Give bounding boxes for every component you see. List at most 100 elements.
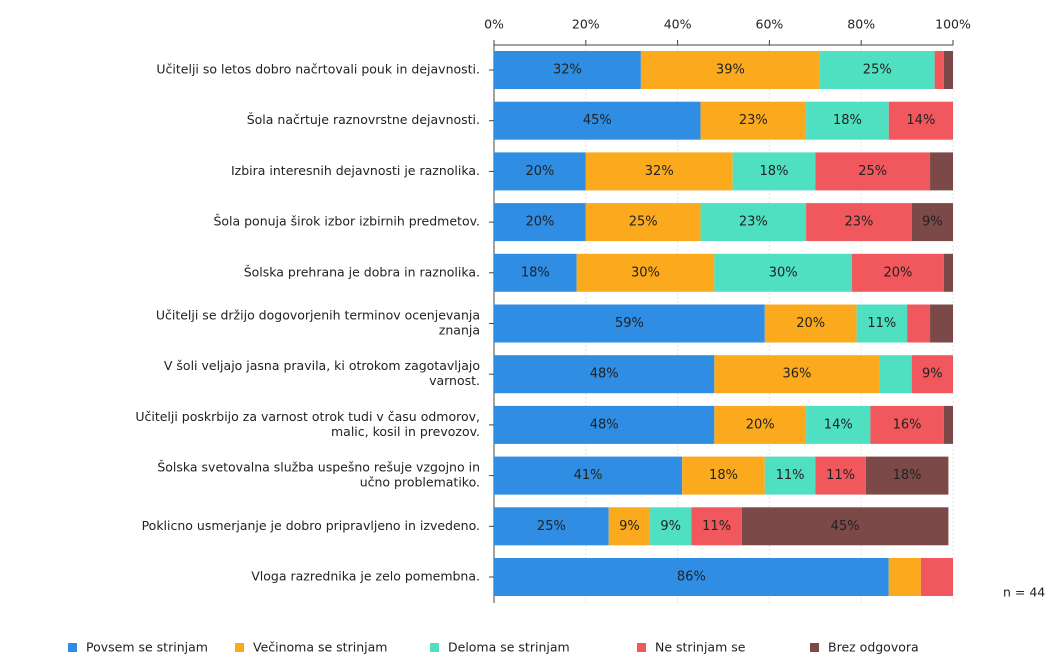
category-label: Izbira interesnih dejavnosti je raznolik… (231, 163, 480, 178)
data-label: 41% (574, 468, 603, 483)
x-tick-label: 60% (756, 17, 784, 32)
bar-segment (943, 51, 953, 89)
data-label: 39% (716, 63, 745, 78)
category-label: varnost. (429, 373, 480, 388)
category-label: Šolska prehrana je dobra in raznolika. (244, 264, 480, 279)
legend-swatch (68, 643, 77, 652)
bar-segment (494, 558, 889, 596)
data-label: 48% (590, 417, 619, 432)
bar-segment (494, 355, 715, 394)
bar-segment (907, 304, 931, 343)
data-label: 14% (906, 113, 935, 128)
data-label: 11% (867, 316, 896, 331)
legend-label: Povsem se strinjam (86, 640, 208, 655)
legend-label: Večinoma se strinjam (253, 640, 387, 655)
data-label: 18% (893, 468, 922, 483)
bar-segment (806, 405, 871, 444)
bar-segment (714, 405, 807, 444)
data-label: 23% (739, 215, 768, 230)
bar-segment (888, 558, 921, 596)
bar-segment (865, 456, 949, 495)
bar-segment (494, 203, 586, 242)
data-label: 23% (844, 215, 873, 230)
annotation: n = 44 (1003, 585, 1045, 600)
data-label: 20% (525, 164, 554, 179)
data-label: 9% (922, 215, 943, 230)
bar-segment (585, 152, 733, 191)
category-label: učno problematiko. (360, 475, 480, 490)
category-label: Šola ponuja širok izbor izbirnih predmet… (213, 214, 480, 229)
bar-segment (732, 152, 816, 191)
data-label: 20% (796, 316, 825, 331)
data-label: 45% (583, 113, 612, 128)
legend-swatch (637, 643, 646, 652)
data-label: 18% (833, 113, 862, 128)
bar-segment (741, 507, 949, 546)
bar-segment (856, 304, 908, 343)
bar-segment (806, 203, 912, 242)
category-label: Učitelji se držijo dogovorjenih terminov… (156, 308, 480, 323)
bar-segment (934, 51, 944, 89)
bar-segment (930, 304, 953, 343)
data-label: 9% (619, 519, 640, 534)
data-label: 18% (760, 164, 789, 179)
bar-segment (700, 203, 807, 242)
data-label: 18% (521, 265, 550, 280)
data-label: 9% (660, 519, 681, 534)
category-label: Učitelji so letos dobro načrtovali pouk … (156, 62, 480, 77)
bar-segment (920, 558, 953, 596)
data-label: 20% (746, 417, 775, 432)
data-label: 25% (863, 63, 892, 78)
data-label: 11% (826, 468, 855, 483)
bar-segment (911, 203, 953, 242)
bar-segment (608, 507, 651, 546)
bar-segment (494, 507, 609, 546)
legend-label: Brez odgovora (828, 640, 919, 655)
legend-swatch (430, 643, 439, 652)
data-label: 36% (782, 367, 811, 382)
legend-swatch (235, 643, 244, 652)
data-label: 14% (824, 417, 853, 432)
data-label: 11% (702, 519, 731, 534)
legend-label: Deloma se strinjam (448, 640, 570, 655)
category-label: Poklicno usmerjanje je dobro pripravljen… (142, 518, 480, 533)
bar-segment (494, 51, 641, 89)
bar-segment (494, 405, 715, 444)
bar-segment (943, 253, 953, 292)
data-label: 9% (922, 367, 943, 382)
category-label: Šolska svetovalna služba uspešno rešuje … (157, 460, 480, 475)
bar-segment (714, 355, 880, 394)
bar-segment (650, 507, 692, 546)
bar-segment (700, 101, 807, 140)
bar-segment (682, 456, 765, 495)
bar-segment (852, 253, 944, 292)
data-label: 25% (537, 519, 566, 534)
data-label: 16% (893, 417, 922, 432)
x-tick-label: 80% (847, 17, 875, 32)
bar-segment (640, 51, 820, 89)
bar-segment (815, 152, 931, 191)
legend-label: Ne strinjam se (655, 640, 746, 655)
data-label: 86% (677, 570, 706, 585)
bar-segment (815, 456, 866, 495)
bar-segment (879, 355, 912, 394)
data-label: 32% (553, 63, 582, 78)
data-label: 32% (645, 164, 674, 179)
data-label: 23% (739, 113, 768, 128)
category-label: Šola načrtuje raznovrstne dejavnosti. (247, 112, 480, 127)
bar-segment (943, 405, 953, 444)
bar-segment (494, 456, 683, 495)
bar-segment (714, 253, 853, 292)
data-label: 25% (858, 164, 887, 179)
bar-segment (691, 507, 742, 546)
bar-segment (806, 101, 889, 140)
bar-segment (930, 152, 953, 191)
bar-segment (576, 253, 715, 292)
data-label: 25% (629, 215, 658, 230)
legend-swatch (810, 643, 819, 652)
bar-segment (764, 304, 857, 343)
x-tick-label: 20% (572, 17, 600, 32)
category-label: Vloga razrednika je zelo pomembna. (251, 569, 480, 584)
data-label: 30% (631, 265, 660, 280)
